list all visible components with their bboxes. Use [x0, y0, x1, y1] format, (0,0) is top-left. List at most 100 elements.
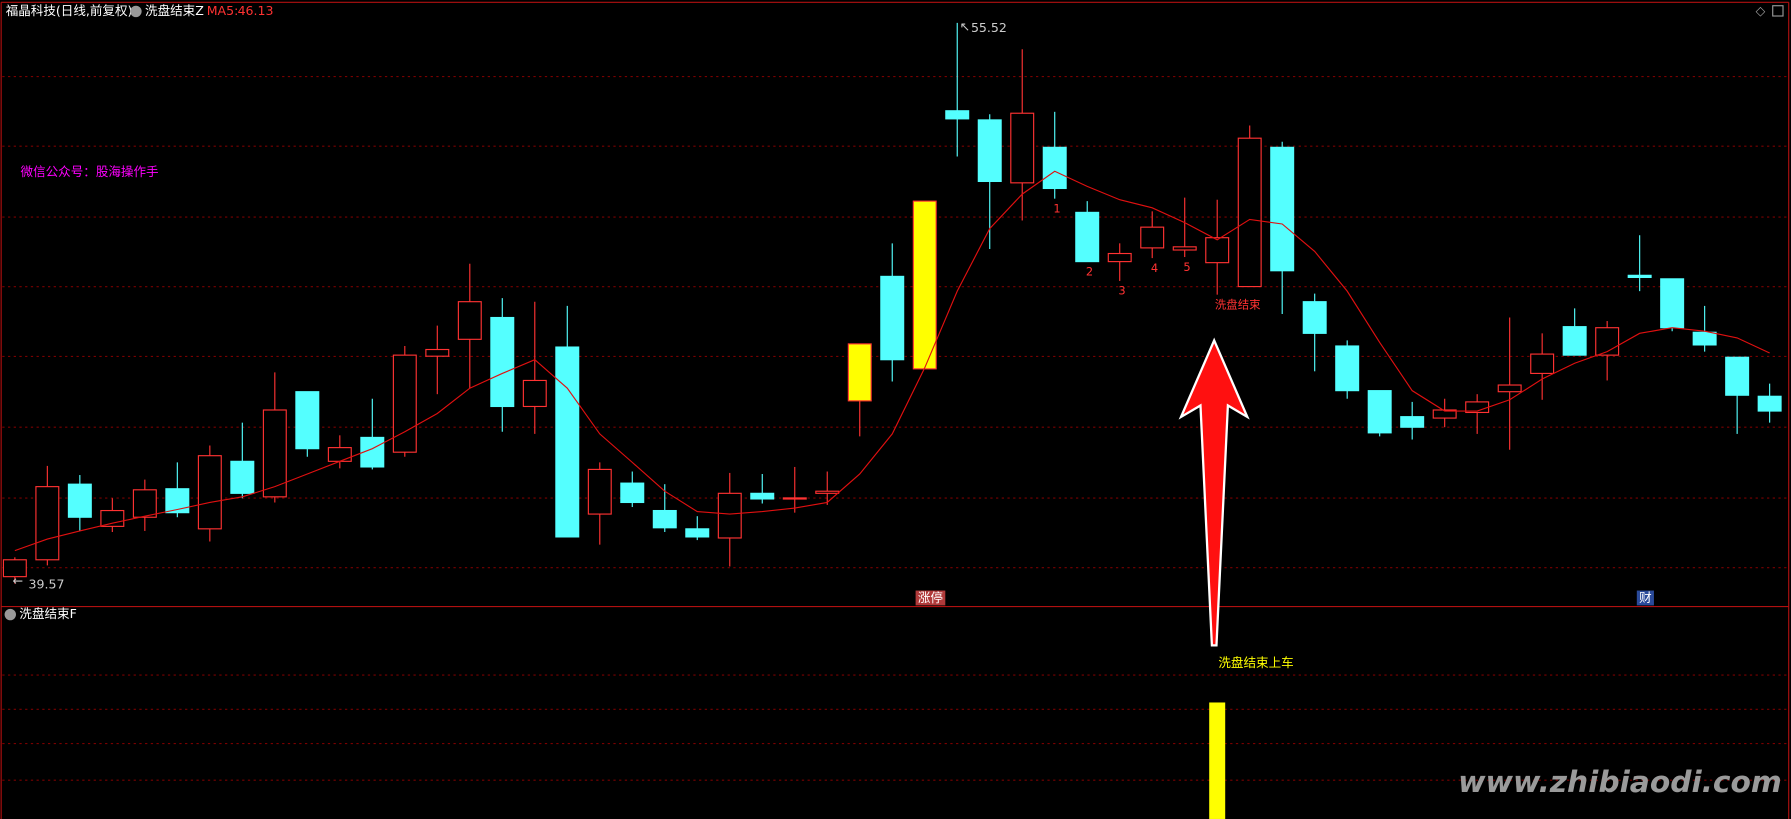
candle-body: [327, 447, 352, 462]
candle-body: [555, 346, 580, 538]
candle-body: [165, 488, 190, 514]
candle: [1107, 243, 1132, 281]
candle: [717, 472, 742, 567]
candle-body: [1562, 326, 1587, 356]
candle-body: [1335, 345, 1360, 392]
candle: [132, 479, 157, 531]
candle: [977, 114, 1002, 249]
candle-body: [1010, 112, 1035, 184]
candle-body: [847, 343, 872, 402]
annotation: 5: [1183, 260, 1190, 274]
candle: [2, 557, 27, 584]
candle: [1400, 401, 1425, 440]
candle: [197, 445, 222, 542]
watermark: www.zhibiaodi.com: [1458, 765, 1782, 800]
candle: [685, 516, 710, 541]
low-arrow: ←: [13, 573, 24, 588]
note: 微信公众号：股海操作手: [21, 164, 159, 179]
candle: [555, 305, 580, 538]
candle-body: [1530, 353, 1555, 374]
candle-body: [230, 460, 255, 494]
signal-bar: [1209, 702, 1226, 819]
signal-arrow: [1178, 337, 1250, 647]
candle-body: [457, 301, 482, 340]
high-label: 55.52: [971, 20, 1007, 35]
candle-body: [67, 483, 92, 518]
candle-body: [620, 482, 645, 504]
candle-body: [1042, 146, 1067, 190]
candle-body: [945, 110, 970, 120]
candle-body: [1692, 331, 1717, 346]
candle: [620, 471, 645, 508]
candle-body: [2, 559, 27, 578]
candle: [1270, 141, 1295, 314]
candle: [1042, 111, 1067, 199]
high-arrow: ↖: [960, 19, 971, 34]
signal-label: 洗盘结束上车: [1218, 655, 1293, 670]
candle-body: [425, 348, 450, 357]
tag: 涨停: [918, 590, 943, 605]
candle-body: [782, 497, 807, 500]
candle: [1497, 317, 1522, 450]
candle: [1205, 199, 1230, 295]
candle-body: [522, 379, 547, 408]
candle: [1075, 201, 1100, 263]
candle: [1757, 383, 1782, 423]
candle-body: [1140, 226, 1165, 249]
candle: [847, 343, 872, 437]
candle-body: [1627, 274, 1652, 279]
close-button[interactable]: [1772, 5, 1784, 17]
candle-body: [1432, 409, 1457, 419]
candle: [230, 422, 255, 499]
candle-body: [262, 409, 287, 498]
candle: [262, 372, 287, 503]
candle-body: [750, 492, 775, 500]
candle: [1335, 340, 1360, 399]
candle-body: [132, 489, 157, 518]
candle-body: [815, 490, 840, 494]
candle: [490, 298, 515, 432]
candle: [1530, 333, 1555, 400]
candle: [1692, 305, 1717, 352]
candle-body: [912, 200, 937, 370]
tag: 财: [1639, 590, 1652, 605]
candle-body: [1172, 246, 1197, 251]
candle-body: [1367, 390, 1392, 434]
candle-body: [1302, 301, 1327, 334]
candle-body: [685, 528, 710, 538]
indicator-icon[interactable]: [130, 5, 142, 18]
candle-body: [1107, 252, 1132, 263]
ma-value: 46.13: [238, 3, 274, 18]
candle-body: [100, 509, 125, 527]
candle: [1172, 197, 1197, 258]
candle: [425, 325, 450, 395]
lower-indicator-icon[interactable]: [4, 608, 16, 621]
candle: [1725, 356, 1750, 434]
candle-body: [1757, 395, 1782, 412]
ma-line: [14, 170, 1770, 552]
candle-body: [1237, 137, 1262, 288]
candle: [522, 301, 547, 434]
candle: [750, 473, 775, 504]
annotation: 1: [1053, 201, 1060, 215]
candle: [782, 466, 807, 513]
stock-title: 福晶科技(日线,前复权): [6, 3, 133, 18]
candle-body: [295, 391, 320, 450]
candle: [880, 243, 905, 382]
candle-body: [197, 455, 222, 530]
candle-body: [1725, 356, 1750, 396]
candle-body: [977, 119, 1002, 183]
indicator-name: 洗盘结束Z: [145, 3, 204, 18]
candle: [1367, 390, 1392, 437]
annotation: 洗盘结束: [1215, 297, 1261, 311]
candle-body: [587, 468, 612, 515]
low-label: 39.57: [29, 576, 65, 591]
diamond-button[interactable]: ◇: [1756, 3, 1766, 18]
candle-body: [652, 509, 677, 529]
candle: [1432, 398, 1457, 428]
candle: [1140, 211, 1165, 259]
candle-body: [35, 486, 60, 561]
